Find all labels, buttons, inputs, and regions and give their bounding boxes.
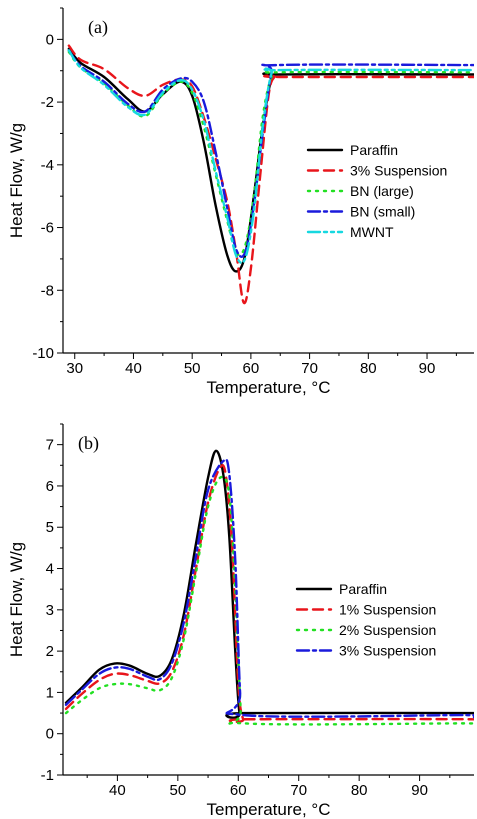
x-tick-label: 40: [109, 782, 126, 799]
legend-label: BN (large): [350, 183, 414, 199]
y-tick-label: -1: [41, 767, 54, 784]
legend: Paraffin 1% Suspension 2% Suspension 3% Sus…: [295, 581, 436, 659]
y-tick-label: 0: [46, 31, 54, 48]
series-line-paraffin: [64, 449, 474, 719]
y-tick-label: 0: [46, 726, 54, 743]
y-tick-label: -4: [41, 157, 54, 174]
y-tick-label: 6: [46, 478, 54, 495]
y-tick-label: 2: [46, 643, 54, 660]
series-line-2-suspension: [64, 475, 474, 726]
y-tick-label: -6: [41, 220, 54, 237]
y-tick-label: 3: [46, 602, 54, 619]
x-tick-label: 70: [290, 782, 307, 799]
x-tick-label: 80: [351, 782, 368, 799]
y-tick-label: -10: [32, 345, 54, 362]
series-line-mwnt: [67, 49, 474, 265]
y-tick-label: 5: [46, 519, 54, 536]
y-tick-label: 1: [46, 684, 54, 701]
y-axis-title: Heat Flow, W/g: [7, 123, 26, 238]
x-axis-title: Temperature, °C: [207, 378, 331, 397]
x-tick-label: 60: [230, 782, 247, 799]
chart-panel-a: 30 40 50 60 70 80 90 0 -2 -4 -6 -8 -10 Temperature, °…: [7, 7, 474, 397]
x-tick-label: 90: [411, 782, 428, 799]
series-line-1-suspension: [64, 464, 474, 724]
x-tick-label: 90: [419, 360, 436, 377]
x-axis-title: Temperature, °C: [207, 800, 331, 819]
legend-label: Paraffin: [350, 142, 398, 158]
chart-panel-b: 40 50 60 70 80 90 -1 0 1 2 3 4 5 6 7 Temperature, °C Hea…: [7, 423, 474, 819]
x-tick-label: 80: [360, 360, 377, 377]
x-tick-label: 40: [125, 360, 142, 377]
legend-label: MWNT: [350, 224, 394, 240]
x-tick-label: 70: [301, 360, 318, 377]
y-tick-label: -8: [41, 282, 54, 299]
panel-label: (a): [88, 17, 108, 38]
x-tick-label: 50: [184, 360, 201, 377]
series-line-bn-large-: [67, 50, 474, 257]
legend-label: 2% Suspension: [339, 622, 436, 638]
series-group: [64, 449, 474, 726]
y-tick-label: 4: [46, 561, 54, 578]
legend-label: 3% Suspension: [339, 643, 436, 659]
x-tick-label: 50: [169, 782, 186, 799]
y-tick-label: 7: [46, 437, 54, 454]
x-tick-label: 30: [66, 360, 83, 377]
y-tick-label: -2: [41, 94, 54, 111]
legend-label: 1% Suspension: [339, 602, 436, 618]
legend-label: 3% Suspension: [350, 163, 447, 179]
legend: Paraffin 3% Suspension BN (large) BN (small…: [306, 142, 447, 240]
legend-label: Paraffin: [339, 581, 387, 597]
panel-label: (b): [78, 433, 99, 454]
series-line-3-suspension: [64, 458, 474, 719]
series-group: [67, 44, 474, 305]
y-axis-title: Heat Flow, W/g: [7, 542, 26, 657]
legend-label: BN (small): [350, 204, 415, 220]
x-tick-label: 60: [243, 360, 260, 377]
